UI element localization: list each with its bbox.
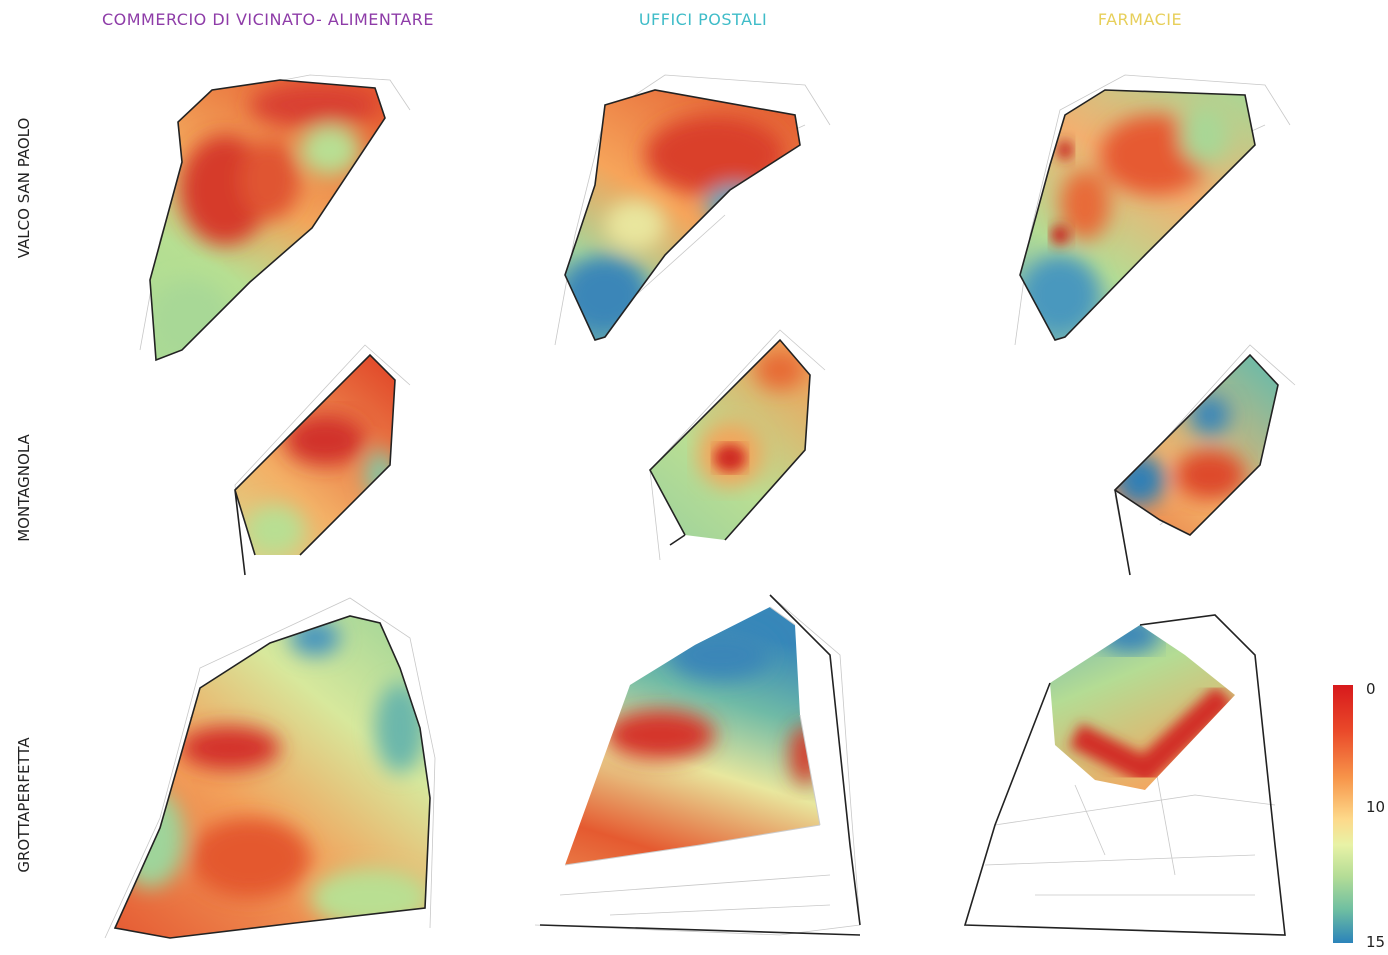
map-montagnola-farmacie — [1113, 344, 1296, 576]
row-label-valco-san-paolo: VALCO SAN PAOLO — [15, 117, 33, 259]
map-valco-farmacie — [1014, 74, 1291, 346]
map-montagnola-alimentare — [234, 344, 411, 576]
column-title-uffici-postali: UFFICI POSTALI — [638, 10, 768, 29]
row-label-montagnola: MONTAGNOLA — [15, 434, 33, 542]
legend-tick-10: 10 — [1366, 798, 1386, 816]
map-grottaperfetta-alimentare — [104, 597, 436, 939]
column-title-alimentare: COMMERCIO DI VICINATO- ALIMENTARE — [101, 10, 435, 29]
legend-color-bar — [1333, 685, 1353, 943]
map-valco-uffici-postali — [554, 74, 831, 346]
row-label-grottaperfetta: GROTTAPERFETTA — [15, 737, 33, 873]
legend-tick-15: 15 — [1366, 933, 1386, 951]
legend-tick-0: 0 — [1366, 680, 1376, 698]
map-valco-alimentare — [139, 74, 411, 362]
column-title-farmacie: FARMACIE — [1097, 10, 1183, 29]
map-grottaperfetta-uffici-postali — [534, 594, 861, 936]
map-grottaperfetta-farmacie — [963, 614, 1286, 936]
map-montagnola-uffici-postali — [649, 329, 826, 561]
